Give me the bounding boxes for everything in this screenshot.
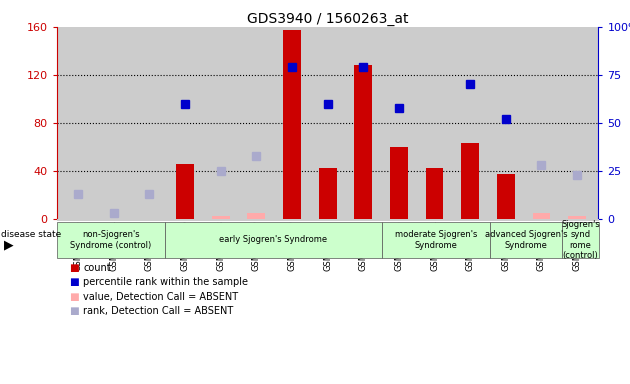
- Bar: [248, 213, 265, 219]
- Text: early Sjogren's Syndrome: early Sjogren's Syndrome: [219, 235, 328, 244]
- Text: value, Detection Call = ABSENT: value, Detection Call = ABSENT: [83, 292, 238, 302]
- Text: moderate Sjogren's
Syndrome: moderate Sjogren's Syndrome: [395, 230, 477, 250]
- Bar: [176, 164, 194, 219]
- Text: ■: ■: [69, 263, 79, 273]
- Text: disease state: disease state: [1, 230, 61, 238]
- Bar: [212, 217, 229, 219]
- Text: advanced Sjogren's
Syndrome: advanced Sjogren's Syndrome: [485, 230, 568, 250]
- Text: count: count: [83, 263, 111, 273]
- Bar: [461, 143, 479, 219]
- Text: rank, Detection Call = ABSENT: rank, Detection Call = ABSENT: [83, 306, 233, 316]
- Bar: [390, 147, 408, 219]
- Text: ■: ■: [69, 277, 79, 287]
- Bar: [497, 174, 515, 219]
- Title: GDS3940 / 1560263_at: GDS3940 / 1560263_at: [247, 12, 408, 26]
- Text: ■: ■: [69, 306, 79, 316]
- Bar: [532, 213, 551, 219]
- Text: percentile rank within the sample: percentile rank within the sample: [83, 277, 248, 287]
- Text: ■: ■: [69, 292, 79, 302]
- Bar: [568, 217, 586, 219]
- Bar: [354, 65, 372, 219]
- Bar: [283, 30, 301, 219]
- Bar: [319, 169, 336, 219]
- Text: ▶: ▶: [4, 238, 13, 251]
- Text: non-Sjogren's
Syndrome (control): non-Sjogren's Syndrome (control): [71, 230, 151, 250]
- Bar: [426, 169, 444, 219]
- Text: Sjogren's
synd
rome
(control): Sjogren's synd rome (control): [561, 220, 600, 260]
